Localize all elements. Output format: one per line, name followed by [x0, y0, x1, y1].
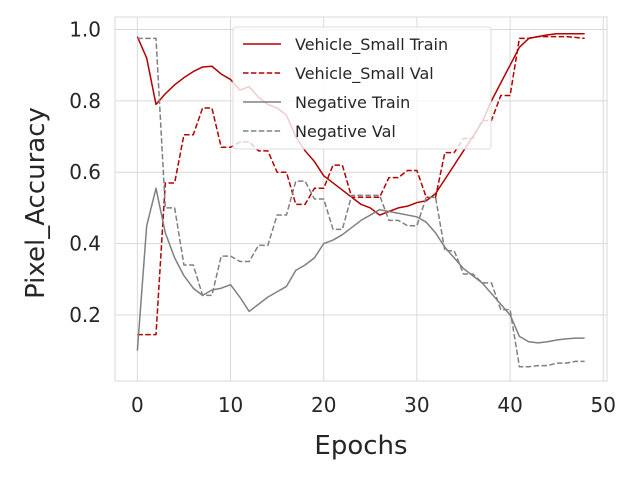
- x-tick-label: 0: [131, 393, 144, 417]
- x-tick-label: 30: [404, 393, 429, 417]
- series-line-3: [137, 37, 585, 368]
- series-line-1: [137, 35, 585, 336]
- x-axis-label: Epochs: [314, 431, 407, 461]
- legend: Vehicle_Small Train Vehicle_Small Val Nega…: [232, 26, 492, 150]
- y-axis-label: Pixel_Accuracy: [21, 107, 51, 299]
- x-tick-label: 20: [311, 393, 336, 417]
- legend-label: Vehicle_Small Val: [295, 64, 434, 84]
- series-line-2: [136, 187, 585, 351]
- y-tick-label: 0.8: [69, 89, 101, 113]
- y-tick-label: 0.6: [69, 160, 101, 184]
- tick-labels: 0 10 20 30 40 50 0.2 0.4 0.6 0.8 1.0: [69, 17, 616, 417]
- legend-label: Vehicle_Small Train: [295, 35, 448, 55]
- y-tick-label: 0.4: [69, 232, 101, 256]
- legend-label: Negative Train: [295, 93, 410, 112]
- legend-box: [232, 26, 492, 150]
- y-tick-label: 0.2: [69, 303, 101, 327]
- y-tick-label: 1.0: [69, 17, 101, 41]
- legend-label: Negative Val: [295, 122, 396, 141]
- series-lines: [136, 33, 585, 368]
- x-tick-label: 40: [497, 393, 522, 417]
- x-tick-label: 10: [218, 393, 243, 417]
- x-tick-label: 50: [591, 393, 616, 417]
- series-line-0: [136, 33, 585, 216]
